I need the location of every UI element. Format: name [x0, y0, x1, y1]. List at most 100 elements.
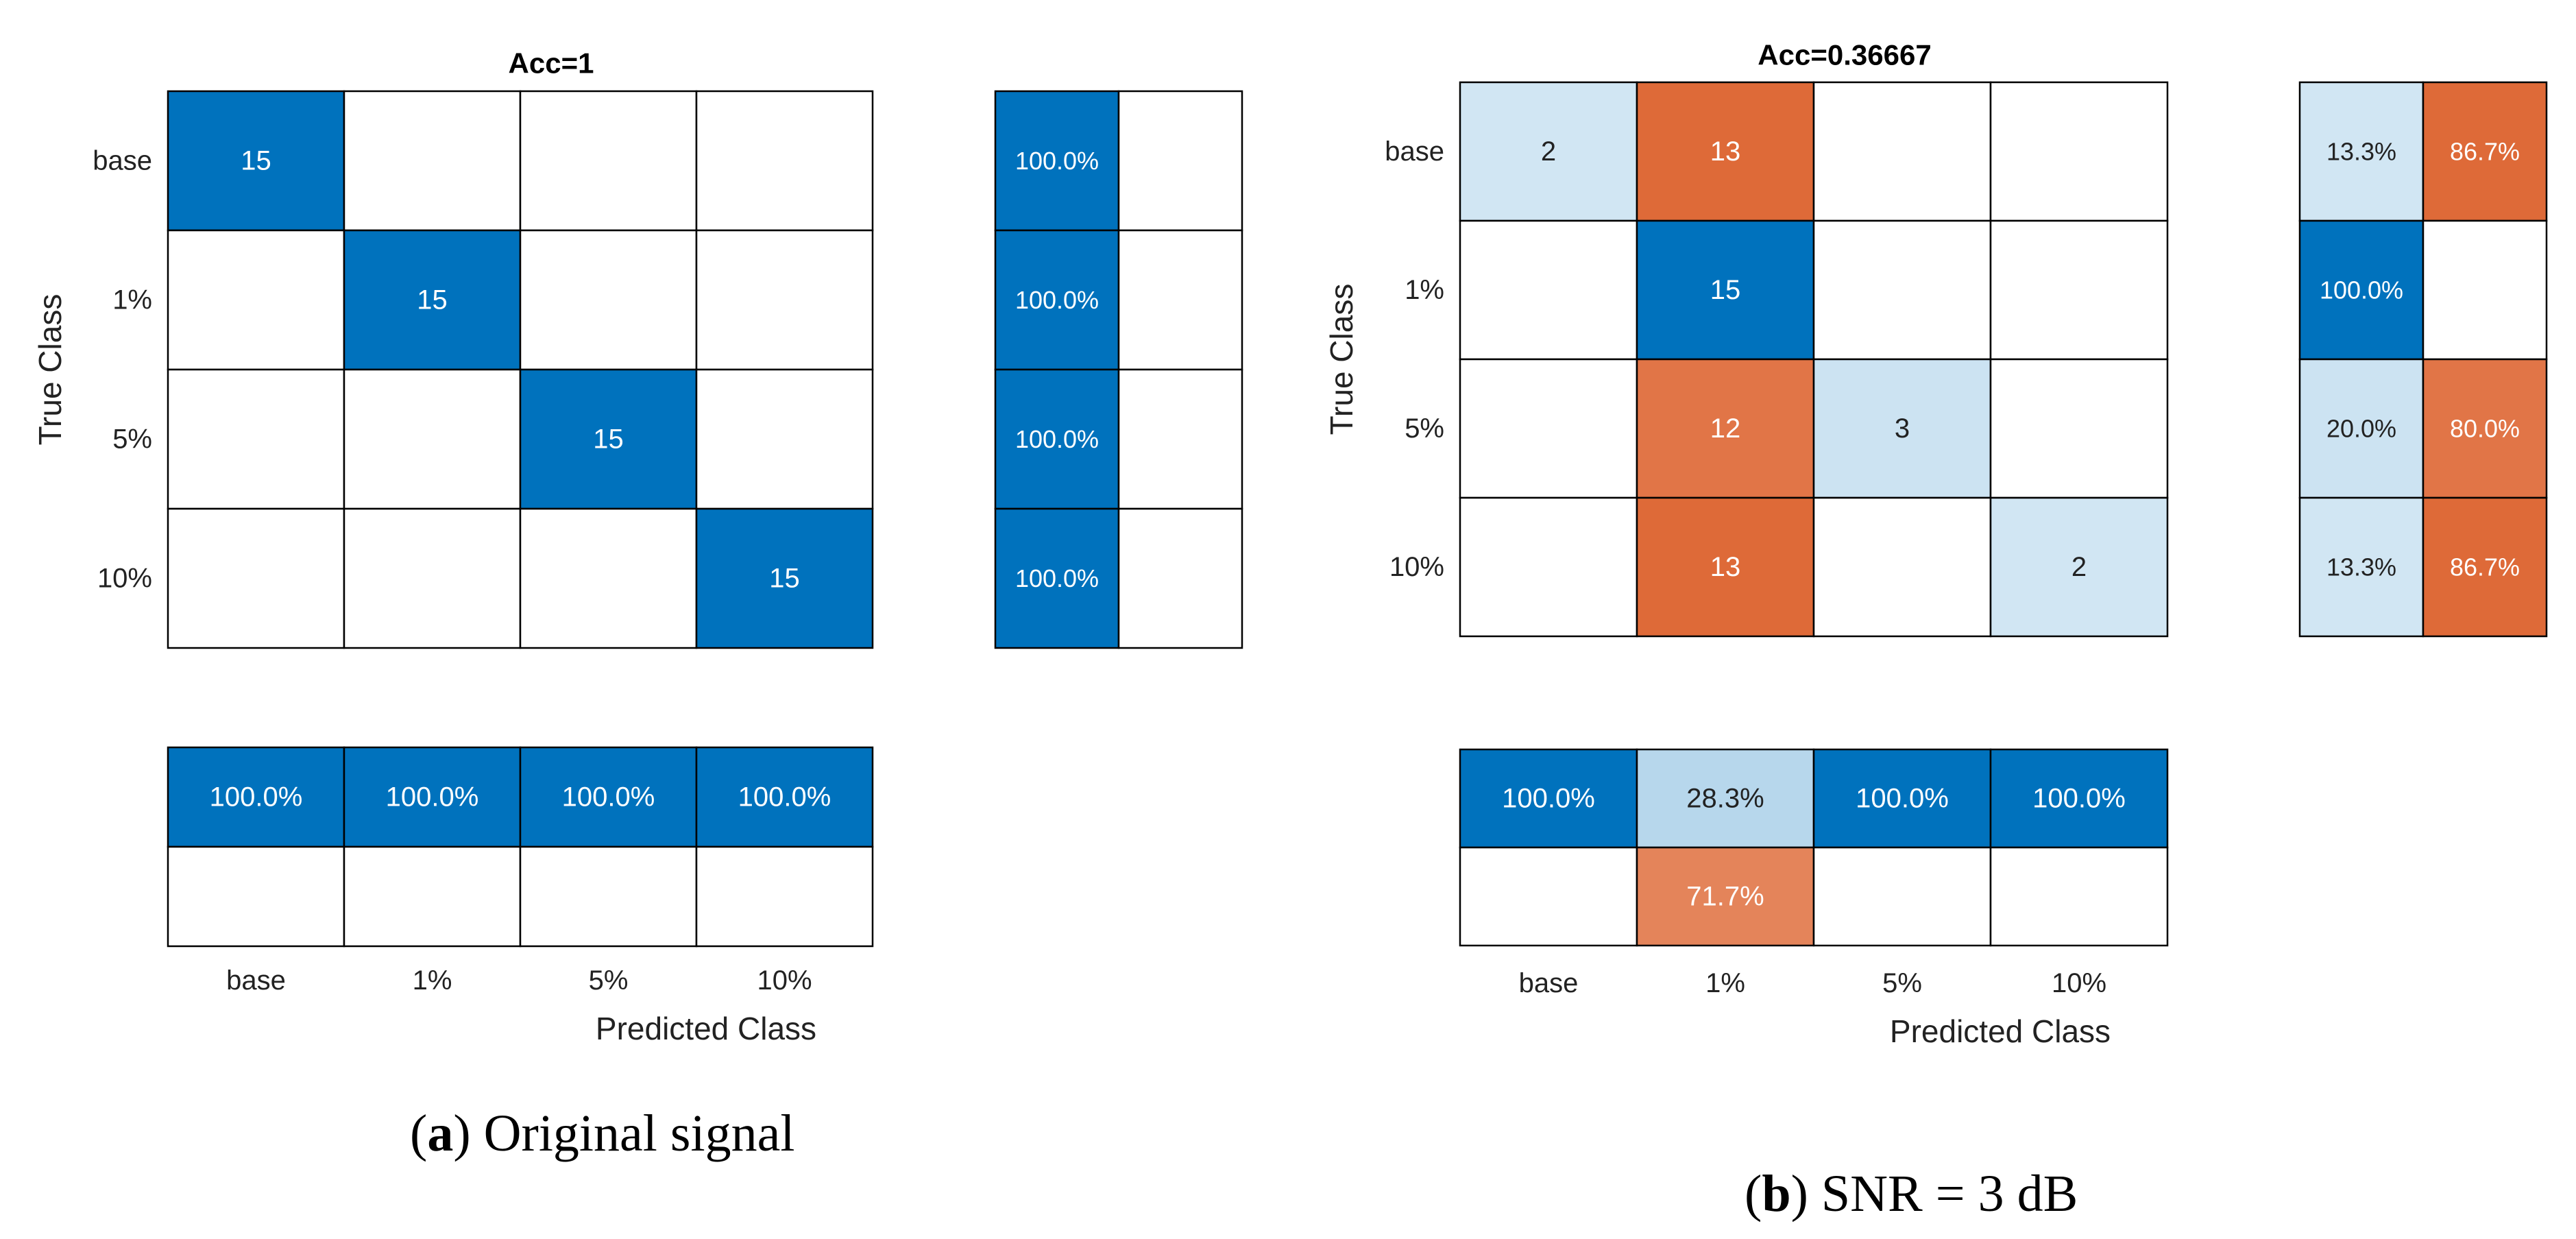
row-tick-label: 1%	[112, 285, 152, 315]
row-summary-value: 20.0%	[2326, 415, 2396, 443]
matrix-cell-value: 13	[1710, 552, 1741, 582]
x-axis-label: Predicted Class	[596, 1011, 816, 1046]
row-summary-value: 100.0%	[1015, 147, 1099, 175]
matrix-cell-value: 2	[2071, 552, 2087, 582]
col-summary-cell	[519, 845, 698, 948]
matrix-cell	[1812, 219, 1992, 361]
x-axis-label: Predicted Class	[1890, 1013, 2111, 1049]
matrix-cell	[167, 368, 345, 510]
matrix-cell	[695, 90, 874, 232]
col-tick-label: base	[1519, 968, 1579, 998]
col-summary-value: 100.0%	[562, 782, 655, 813]
matrix-cell	[1459, 496, 1638, 638]
matrix-cell	[343, 90, 522, 232]
matrix-cell	[519, 90, 698, 232]
matrix-cell	[167, 507, 345, 649]
row-summary-cell	[2422, 358, 2548, 499]
caption-b-text: ) SNR = 3 dB	[1790, 1165, 2078, 1223]
row-summary-value: 13.3%	[2326, 553, 2396, 581]
chart-title: Acc=1	[509, 47, 594, 80]
col-summary-cell	[167, 845, 345, 948]
row-summary-cell	[2422, 496, 2548, 638]
col-summary-cell	[1812, 846, 1992, 947]
col-summary-cell	[1989, 748, 2169, 849]
row-summary-cell	[1117, 507, 1243, 649]
matrix-cell-value: 12	[1710, 413, 1741, 444]
matrix-cell	[519, 368, 698, 510]
caption-a-text: ) Original signal	[453, 1105, 795, 1162]
row-summary-cell	[2298, 219, 2425, 361]
matrix-cell	[695, 229, 874, 371]
col-summary-value: 28.3%	[1686, 784, 1764, 814]
row-summary-cell	[994, 507, 1120, 649]
row-tick-label: 5%	[1405, 413, 1444, 444]
row-summary-value: 100.0%	[1015, 564, 1099, 592]
col-summary-cell	[1636, 748, 1815, 849]
matrix-cell	[1989, 358, 2169, 499]
row-summary-cell	[2422, 219, 2548, 361]
matrix-cell	[1989, 219, 2169, 361]
row-summary-value: 100.0%	[1015, 425, 1099, 453]
col-summary-value: 100.0%	[738, 782, 831, 813]
matrix-cell	[1989, 496, 2169, 638]
caption-b: (b) SNR = 3 dB	[1745, 1165, 2078, 1223]
matrix-cell-value: 13	[1710, 136, 1741, 167]
confusion-chart-b: Acc=0.36667 2 13 15 12 3 13 2 base 1% 5% 10% True Cl…	[1324, 39, 2548, 1049]
row-tick-label: 5%	[112, 424, 152, 455]
matrix-cell	[1636, 358, 1815, 499]
y-axis-label: True Class	[1324, 284, 1359, 435]
matrix-cell-value: 15	[593, 424, 624, 455]
row-summary-value: 100.0%	[2320, 276, 2403, 304]
matrix-cell	[1812, 81, 1992, 222]
row-summary-value: 86.7%	[2450, 553, 2520, 581]
matrix-cell	[1459, 219, 1638, 361]
matrix-cell	[695, 368, 874, 510]
row-tick-label: 1%	[1405, 275, 1444, 305]
row-summary-value: 13.3%	[2326, 138, 2396, 166]
row-summary-cell	[1117, 368, 1243, 510]
matrix-cell	[1989, 81, 2169, 222]
row-summary-cell	[994, 90, 1120, 232]
col-summary-cell	[1989, 846, 2169, 947]
caption-a-letter: a	[427, 1105, 454, 1162]
row-tick-label: 10%	[1389, 552, 1444, 582]
matrix-cell	[1636, 219, 1815, 361]
col-summary-value: 100.0%	[1502, 784, 1595, 814]
col-tick-label: 10%	[757, 965, 812, 996]
matrix-cell-value: 15	[417, 285, 448, 315]
matrix-cell	[519, 229, 698, 371]
caption-a: (a) Original signal	[410, 1105, 795, 1162]
row-summary-cell	[1117, 90, 1243, 232]
col-summary-cell	[343, 845, 522, 948]
matrix-cell	[695, 507, 874, 649]
matrix-cell	[343, 368, 522, 510]
col-summary-value: 100.0%	[386, 782, 479, 813]
matrix-cell	[343, 229, 522, 371]
row-summary-cell	[2298, 496, 2425, 638]
col-summary-cell	[695, 845, 874, 948]
row-summary-value: 80.0%	[2450, 415, 2520, 443]
matrix-cell	[1636, 81, 1815, 222]
caption-b-letter: b	[1762, 1165, 1791, 1223]
matrix-cell	[167, 229, 345, 371]
matrix-cell-value: 3	[1895, 413, 1910, 444]
col-tick-label: base	[226, 965, 286, 996]
matrix-cell	[1812, 358, 1992, 499]
col-tick-label: 10%	[2052, 968, 2106, 998]
col-summary-cell	[1459, 846, 1638, 947]
col-summary-cell	[343, 746, 522, 848]
row-summary-cell	[2298, 358, 2425, 499]
col-summary-value: 100.0%	[1856, 784, 1949, 814]
matrix-cell-value: 15	[241, 146, 271, 176]
col-summary-cell	[695, 746, 874, 848]
matrix-cell	[1812, 496, 1992, 638]
row-tick-label: base	[93, 146, 152, 176]
matrix-cell	[1459, 358, 1638, 499]
col-tick-label: 5%	[1882, 968, 1922, 998]
row-summary-value: 86.7%	[2450, 138, 2520, 166]
matrix-cell	[1459, 81, 1638, 222]
matrix-cell-value: 15	[1710, 275, 1741, 305]
matrix-cell	[1636, 496, 1815, 638]
matrix-cell	[167, 90, 345, 232]
